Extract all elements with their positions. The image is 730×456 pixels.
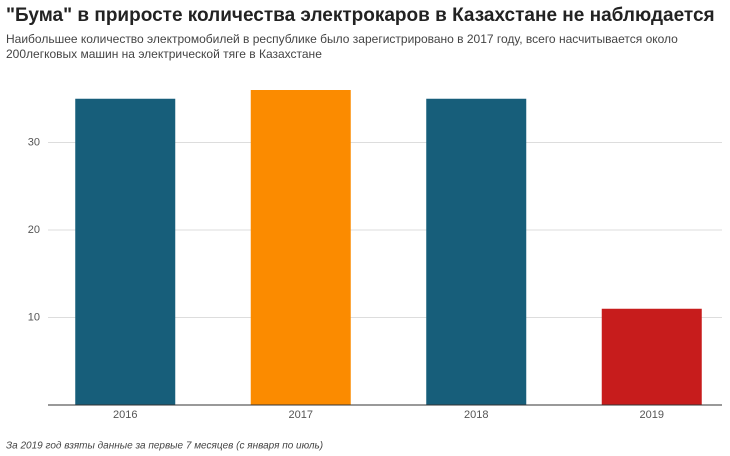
bar [426,98,527,405]
y-tick-label: 20 [28,224,40,236]
x-tick-label: 2019 [640,409,664,421]
chart-subtitle: 200легковых машин на электрической тяге … [6,47,322,61]
bar [601,308,702,405]
x-tick-label: 2018 [464,409,488,421]
footnote: За 2019 год взяты данные за первые 7 мес… [6,441,323,452]
bar [75,98,176,405]
y-tick-label: 30 [28,136,40,148]
x-tick-label: 2016 [113,409,137,421]
x-tick-label: 2017 [289,409,313,421]
chart-subtitle: Наибольшее количество электромобилей в р… [6,32,678,46]
y-tick-label: 10 [28,311,40,323]
chart-title: "Бума" в приросте количества электрокаро… [6,5,715,26]
bar [250,90,351,405]
